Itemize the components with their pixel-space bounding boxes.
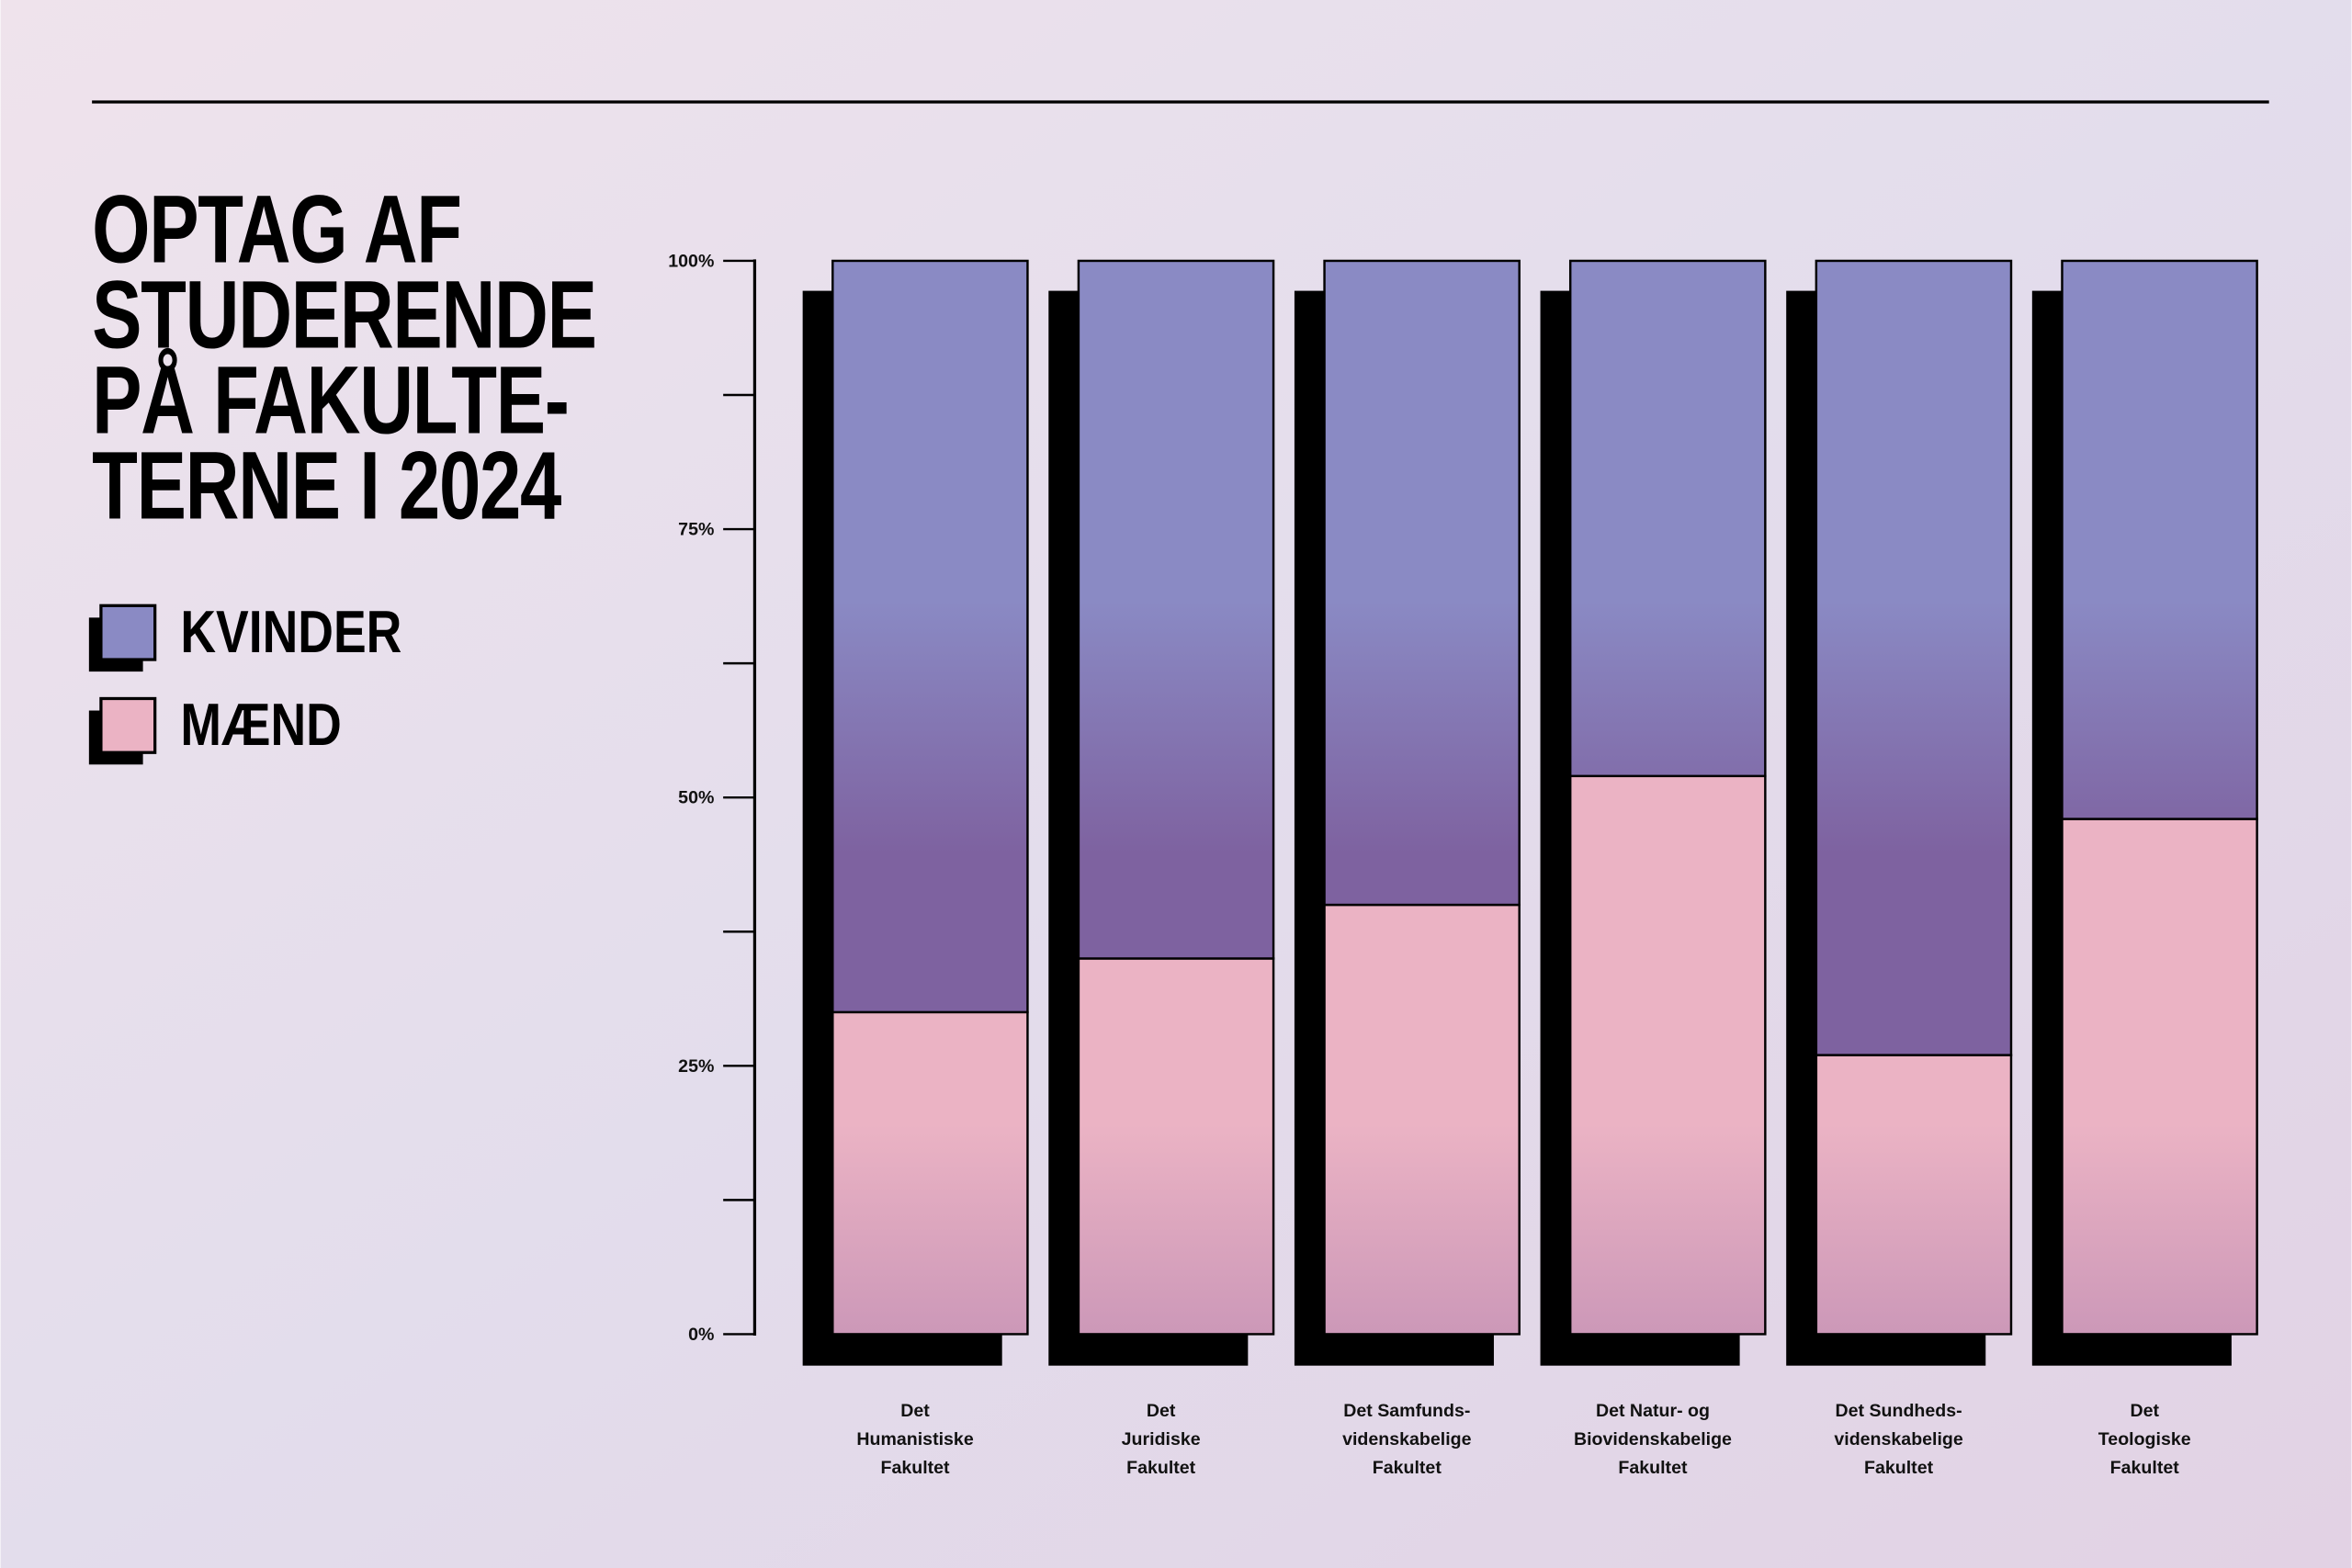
legend-label: MÆND (180, 695, 342, 759)
bar-segment (1815, 1054, 2013, 1336)
legend-label-box: MÆND (180, 695, 342, 759)
x-label-box: Det Juridiske Fakultet (1121, 1400, 1201, 1479)
x-label-box: Det Natur- og Biovidenskabelige Fakultet (1573, 1400, 1732, 1479)
plot: 0% 25% 50% 75% 100% Det Humanistiske Fakultet… (668, 251, 2258, 1479)
legend-swatch (99, 604, 157, 661)
legend: KVINDER MÆND (88, 603, 402, 765)
bar-segment (1077, 957, 1275, 1336)
bar-segment (1323, 903, 1521, 1336)
bar-segment (2061, 818, 2258, 1336)
x-tick-label: Det Teologiske Fakultet (2098, 1400, 2191, 1479)
y-tick-label: 100% (668, 251, 714, 271)
x-tick-label: Det Samfunds- videnskabelige Fakultet (1342, 1400, 1472, 1479)
bar-segment (1323, 259, 1521, 907)
y-tick-label: 25% (678, 1056, 714, 1077)
x-tick-label: Det Humanistiske Fakultet (856, 1400, 974, 1479)
x-label-box: Det Sundheds- videnskabelige Fakultet (1834, 1400, 1963, 1479)
x-tick-label: Det Natur- og Biovidenskabelige Fakultet (1573, 1400, 1732, 1479)
legend-label-box: KVINDER (180, 603, 402, 666)
legend-swatch (99, 696, 157, 754)
x-label-box: Det Humanistiske Fakultet (856, 1400, 974, 1479)
x-tick-label: Det Sundheds- videnskabelige Fakultet (1834, 1400, 1963, 1479)
bar-segment (831, 1010, 1029, 1336)
legend-label: KVINDER (180, 603, 402, 666)
bar-segment (1568, 774, 1767, 1336)
x-tick-label: Det Juridiske Fakultet (1121, 1400, 1201, 1479)
x-label-box: Det Teologiske Fakultet (2098, 1400, 2191, 1479)
bar-segment (1568, 259, 1767, 778)
y-tick-label: 75% (678, 520, 714, 540)
chart-title: OPTAG AF STUDERENDE PÅ FAKULTE- TERNE I … (92, 186, 597, 540)
bar-segment (2061, 259, 2258, 820)
x-label-box: Det Samfunds- videnskabelige Fakultet (1342, 1400, 1472, 1479)
bar-segment (1815, 259, 2013, 1056)
bar-segment (831, 259, 1029, 1014)
y-tick-label: 50% (678, 788, 714, 808)
bar-segment (1077, 259, 1275, 960)
y-tick-label: 0% (688, 1325, 714, 1345)
title-box: OPTAG AF STUDERENDE PÅ FAKULTE- TERNE I … (92, 186, 597, 540)
